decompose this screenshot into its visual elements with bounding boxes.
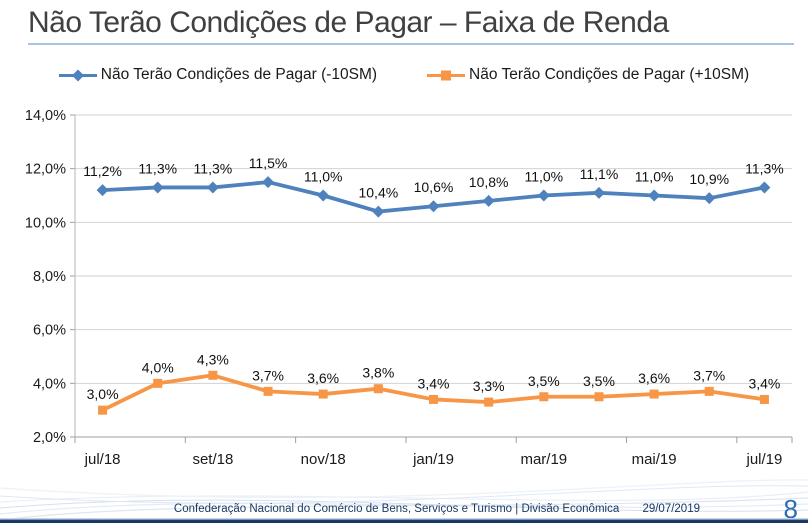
data-point-marker (98, 405, 108, 415)
data-point-marker (96, 184, 109, 197)
x-axis-label: jul/18 (84, 451, 121, 468)
data-point-marker (318, 389, 328, 399)
data-label: 3,5% (583, 373, 615, 389)
y-axis-label: 2,0% (33, 430, 66, 446)
data-point-marker (208, 370, 218, 380)
legend-label-minus10sm: Não Terão Condições de Pagar (-10SM) (100, 66, 378, 83)
x-axis-label: mar/19 (520, 451, 567, 468)
data-point-marker (594, 392, 604, 402)
data-point-marker (649, 389, 659, 399)
page-title: Não Terão Condições de Pagar – Faixa de … (28, 6, 669, 39)
data-point-marker (429, 394, 438, 404)
data-label: 11,0% (635, 169, 674, 185)
data-label: 3,4% (748, 375, 780, 391)
y-axis-label: 8,0% (33, 269, 66, 285)
data-label: 11,3% (138, 160, 177, 176)
y-axis-label: 4,0% (33, 376, 66, 392)
footer-org-text: Confederação Nacional do Comércio de Ben… (173, 503, 620, 515)
x-axis-label: set/18 (192, 451, 233, 468)
data-point-marker (648, 189, 661, 202)
data-label: 11,3% (194, 160, 233, 176)
data-label: 10,4% (358, 185, 398, 201)
data-label: 11,5% (249, 155, 288, 171)
y-axis-label: 10,0% (25, 215, 66, 231)
data-label: 3,0% (87, 386, 119, 402)
line-diamond-marker-icon (58, 69, 97, 81)
data-point-marker (704, 386, 714, 396)
data-label: 3,7% (252, 367, 284, 383)
legend-item-minus10sm: Não Terão Condições de Pagar (-10SM) (58, 66, 378, 84)
data-point-marker (482, 194, 495, 207)
data-label: 3,6% (307, 370, 339, 386)
data-label: 11,2% (83, 163, 122, 179)
chart-legend: Não Terão Condições de Pagar (-10SM) Não… (0, 66, 808, 84)
data-label: 3,3% (473, 378, 505, 394)
data-label: 10,9% (689, 171, 729, 187)
page-number: 8 (783, 494, 798, 523)
footer-date: 29/07/2019 (642, 503, 700, 515)
data-label: 3,4% (418, 375, 450, 391)
data-point-marker (592, 186, 605, 199)
data-label: 10,6% (414, 179, 454, 195)
line-chart: 14,0% 12,0% 10,0% 8,0% 6,0% 4,0% 2,0% jul/18 set… (25, 108, 793, 468)
data-point-marker (317, 189, 330, 202)
data-point-marker (263, 386, 273, 396)
data-point-marker (372, 205, 385, 218)
data-label: 3,5% (528, 373, 560, 389)
data-label: 11,1% (580, 166, 619, 182)
data-label: 4,0% (142, 359, 174, 375)
x-axis-label: jul/19 (745, 451, 782, 468)
y-axis-label: 14,0% (25, 108, 66, 124)
data-label: 3,7% (693, 367, 725, 383)
data-point-marker (427, 200, 440, 213)
slide-footer: Confederação Nacional do Comércio de Ben… (0, 503, 700, 515)
legend-label-plus10sm: Não Terão Condições de Pagar (+10SM) (469, 66, 750, 83)
data-point-marker (373, 384, 383, 394)
data-point-marker (759, 394, 769, 404)
data-point-marker (153, 378, 163, 388)
x-axis-label: jan/19 (412, 451, 454, 468)
data-label: 11,0% (304, 169, 343, 185)
bottom-accent-bar (0, 518, 808, 523)
data-point-marker (703, 192, 716, 205)
y-axis-label: 6,0% (33, 323, 66, 339)
y-axis-label: 12,0% (25, 162, 66, 178)
data-label: 11,3% (745, 160, 784, 176)
x-axis-label: mai/19 (632, 451, 677, 468)
data-point-marker (206, 181, 219, 194)
data-point-marker (151, 181, 164, 194)
data-label: 3,6% (638, 370, 670, 386)
legend-item-plus10sm: Não Terão Condições de Pagar (+10SM) (427, 66, 749, 84)
data-label: 11,0% (524, 169, 563, 185)
x-axis-label: nov/18 (301, 451, 346, 468)
data-label: 3,8% (362, 365, 394, 381)
line-square-marker-icon (427, 70, 466, 80)
title-underline: Não Terão Condições de Pagar – Faixa de … (28, 6, 794, 45)
data-point-marker (262, 176, 275, 189)
data-point-marker (537, 189, 550, 202)
data-point-marker (758, 181, 771, 194)
data-point-marker (484, 397, 494, 407)
data-point-marker (539, 392, 549, 402)
data-label: 10,8% (469, 174, 509, 190)
data-label: 4,3% (197, 351, 229, 367)
